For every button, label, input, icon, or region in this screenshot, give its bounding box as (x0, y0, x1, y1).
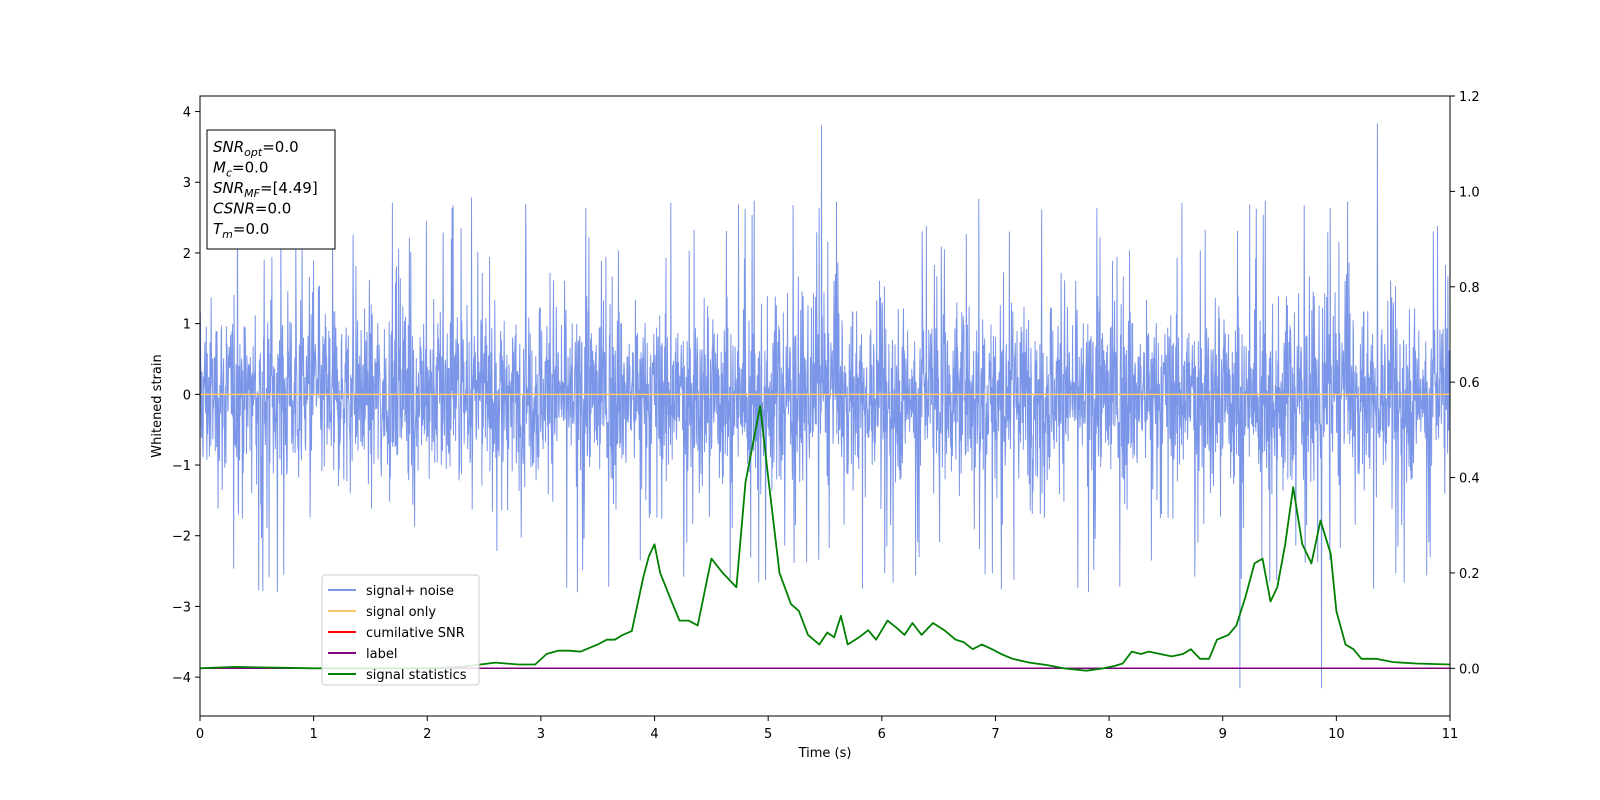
legend-label: signal only (366, 605, 436, 620)
info-box-line: Mc=0.0 (213, 159, 268, 180)
y-axis-left: 4 3 2 1 0 −1 −2 −3 −4 (172, 106, 200, 686)
y-tick-label: 2 (183, 247, 191, 262)
legend-label: signal statistics (366, 668, 467, 683)
y-tick-label: −1 (172, 459, 191, 474)
x-tick-label: 4 (650, 727, 658, 742)
series-signal-statistics-line (200, 405, 1450, 672)
y-tick-label: 4 (183, 106, 191, 121)
y-tick-label: −4 (172, 671, 191, 686)
info-box-line: Tm=0.0 (213, 220, 269, 241)
legend-label: signal+ noise (366, 584, 454, 599)
y-tick-label: 1 (183, 318, 191, 333)
x-tick-label: 11 (1442, 727, 1459, 742)
y-tick-label: −2 (172, 530, 191, 545)
legend-frame (321, 574, 480, 686)
x-tick-label: 8 (1105, 727, 1113, 742)
y-tick-label: −3 (172, 600, 191, 615)
info-box-line: SNRopt=0.0 (213, 138, 299, 159)
y-axis-right: 1.2 1.0 0.8 0.6 0.4 0.2 0.0 (1450, 90, 1480, 677)
info-box-line: SNRMF=[4.49] (213, 179, 318, 200)
plot-frame (199, 95, 1451, 717)
y2-tick-label: 0.8 (1459, 281, 1480, 296)
legend-label: label (366, 647, 397, 662)
x-tick-label: 6 (878, 727, 886, 742)
y-tick-label: 0 (183, 388, 191, 403)
x-tick-label: 10 (1328, 727, 1345, 742)
y2-tick-label: 0.0 (1459, 662, 1480, 677)
legend: signal+ noise signal only cumilative SNR la… (321, 574, 480, 686)
y-axis-label: Whitened strain (150, 354, 165, 457)
y2-tick-label: 1.0 (1459, 185, 1480, 200)
x-tick-label: 9 (1219, 727, 1227, 742)
info-box-frame (206, 129, 336, 250)
y2-tick-label: 0.4 (1459, 472, 1480, 487)
info-box-line: CSNR=0.0 (213, 200, 291, 218)
x-axis: 0 1 2 3 4 5 6 7 8 9 10 11 (196, 716, 1458, 742)
y-tick-label: 3 (183, 176, 191, 191)
x-tick-label: 2 (423, 727, 431, 742)
x-tick-label: 3 (537, 727, 545, 742)
x-tick-label: 1 (309, 727, 317, 742)
x-tick-label: 0 (196, 727, 204, 742)
x-tick-label: 5 (764, 727, 772, 742)
x-tick-label: 7 (991, 727, 999, 742)
x-axis-label: Time (s) (798, 746, 852, 761)
legend-label: cumilative SNR (366, 626, 465, 641)
y2-tick-label: 1.2 (1459, 90, 1480, 105)
y2-tick-label: 0.6 (1459, 376, 1480, 391)
y2-tick-label: 0.2 (1459, 567, 1480, 582)
